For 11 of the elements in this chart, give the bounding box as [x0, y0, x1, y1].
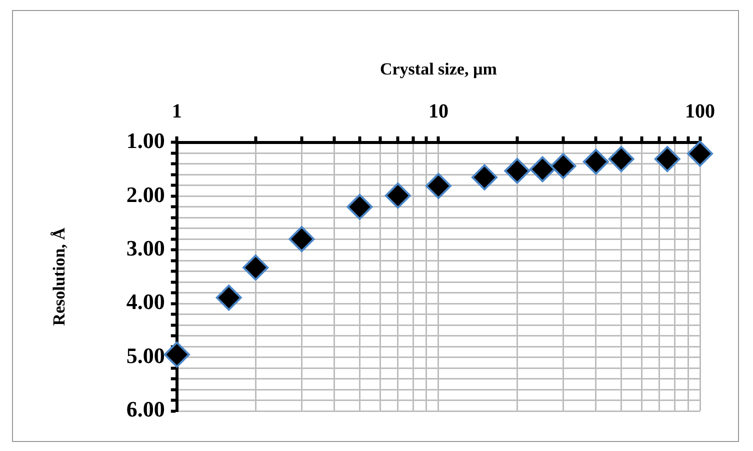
y-tick-label: 6.00 — [126, 396, 165, 422]
y-tick-label: 3.00 — [126, 236, 165, 261]
y-tick-label: 2.00 — [126, 182, 165, 207]
y-tick-label: 5.00 — [126, 342, 165, 368]
x-axis-title: Crystal size, µm — [380, 60, 497, 79]
y-tick-label: 4.00 — [126, 289, 165, 314]
y-axis-title: Resolution, Å — [50, 226, 69, 326]
x-tick-label: 10 — [428, 100, 448, 123]
x-tick-label: 100 — [685, 100, 715, 123]
x-tick-label: 1 — [172, 100, 182, 123]
y-tick-label: 1.00 — [126, 128, 165, 154]
